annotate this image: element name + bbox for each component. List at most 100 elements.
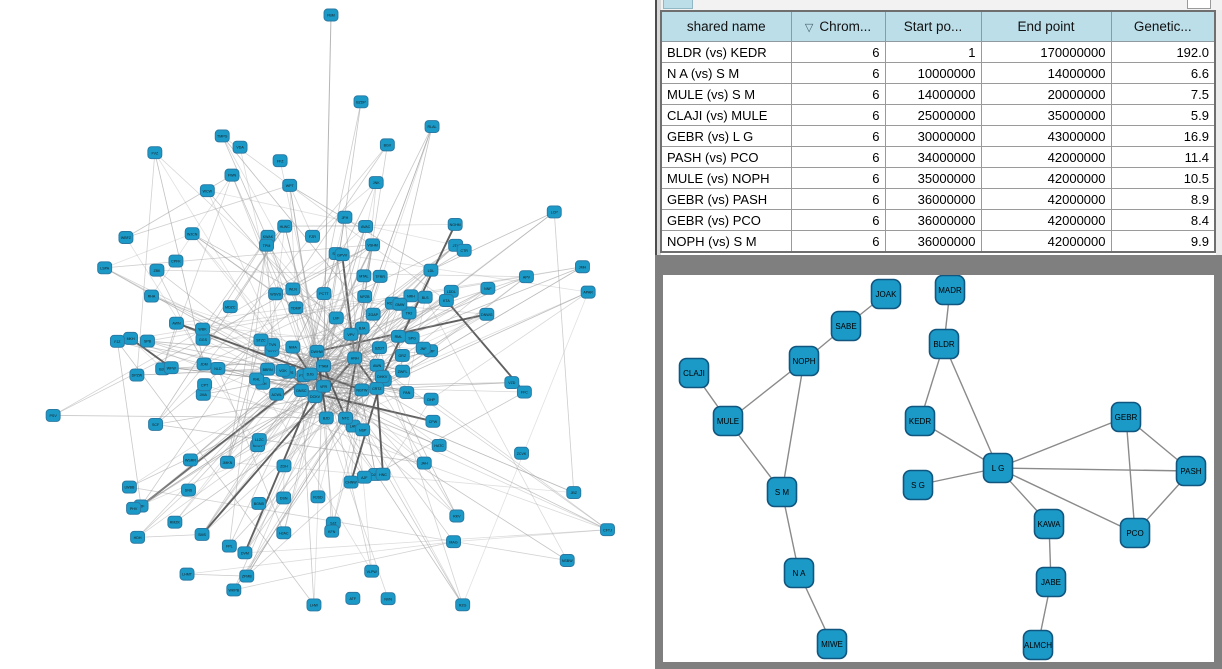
node-shape[interactable] <box>479 307 495 321</box>
network-node[interactable]: JNF <box>415 341 431 355</box>
network-node[interactable]: ZWFL <box>395 364 411 378</box>
network-node[interactable]: BGNB <box>251 496 267 510</box>
node-shape[interactable] <box>455 598 471 612</box>
network-node[interactable]: JAH <box>416 456 432 470</box>
network-node[interactable]: LSPA <box>97 261 113 275</box>
table-cell[interactable]: 6 <box>790 167 886 189</box>
table-cell[interactable]: 36000000 <box>884 209 982 231</box>
table-cell[interactable]: 43000000 <box>980 125 1112 147</box>
network-node[interactable]: LLZC <box>251 433 267 446</box>
table-cell[interactable]: 5.9 <box>1110 104 1216 126</box>
node-shape[interactable] <box>379 138 395 152</box>
node-shape[interactable] <box>816 628 848 660</box>
table-cell[interactable]: BLDR (vs) KEDR <box>660 41 792 63</box>
network-node[interactable]: RZG <box>455 598 471 612</box>
network-node[interactable]: FBM <box>323 8 339 22</box>
node-shape[interactable] <box>318 411 334 425</box>
network-node[interactable]: VFR <box>316 379 332 393</box>
node-shape[interactable] <box>1175 455 1207 487</box>
network-node[interactable]: VGK <box>275 363 291 377</box>
network-node[interactable]: VZD <box>504 376 520 390</box>
network-node[interactable]: TDMP <box>288 301 304 315</box>
network-node[interactable]: LWBB <box>121 480 137 494</box>
network-node[interactable]: ACWL <box>269 387 285 401</box>
table-cell[interactable]: 35000000 <box>884 167 982 189</box>
network-node[interactable]: PAN <box>399 386 415 400</box>
network-node[interactable]: LDL <box>423 263 439 277</box>
node-shape[interactable] <box>220 455 235 469</box>
table-cell[interactable]: 6.6 <box>1110 62 1216 84</box>
network-node[interactable]: ALMCH <box>1022 629 1054 661</box>
node-shape[interactable] <box>334 248 350 262</box>
node-shape[interactable] <box>902 469 934 501</box>
table-cell[interactable]: GEBR (vs) PASH <box>660 188 792 210</box>
node-shape[interactable] <box>316 379 332 393</box>
network-node[interactable]: SPG <box>404 331 420 345</box>
small-network-canvas[interactable]: JOAK MADR SABE BLDR NOPH CLAJI GEBR MULE KEDR L G… <box>663 275 1214 662</box>
node-shape[interactable] <box>169 316 184 330</box>
network-node[interactable]: TPM <box>259 238 274 252</box>
table-cell[interactable]: 34000000 <box>884 146 982 168</box>
network-node[interactable]: TMPG <box>214 129 230 143</box>
network-node[interactable]: CPW <box>425 414 441 428</box>
network-node[interactable]: JNK <box>368 176 384 190</box>
network-node[interactable]: AJF <box>356 470 372 484</box>
network-node[interactable]: DCKV <box>307 390 323 404</box>
table-cell[interactable]: 7.5 <box>1110 83 1216 105</box>
node-shape[interactable] <box>97 261 113 275</box>
node-shape[interactable] <box>194 528 210 541</box>
network-node[interactable]: S M <box>766 476 798 508</box>
network-node[interactable]: ZGAP <box>365 307 381 321</box>
node-shape[interactable] <box>355 423 371 437</box>
network-node[interactable]: RML <box>390 329 406 343</box>
node-shape[interactable] <box>222 300 238 314</box>
network-node[interactable]: RMZK <box>167 515 183 529</box>
node-shape[interactable] <box>45 408 61 422</box>
node-shape[interactable] <box>144 289 159 303</box>
node-shape[interactable] <box>239 569 255 583</box>
network-node[interactable]: VDA <box>232 140 248 154</box>
network-node[interactable]: NSBW <box>559 554 575 567</box>
table-cell[interactable]: 35000000 <box>980 104 1112 126</box>
network-node[interactable]: PCO <box>1119 517 1151 549</box>
node-shape[interactable] <box>392 297 408 311</box>
table-cell[interactable]: 8.9 <box>1110 188 1216 210</box>
node-shape[interactable] <box>307 390 323 404</box>
node-shape[interactable] <box>1022 629 1054 661</box>
table-cell[interactable]: 6 <box>790 146 886 168</box>
node-shape[interactable] <box>446 535 461 549</box>
node-shape[interactable] <box>214 129 230 143</box>
node-shape[interactable] <box>276 526 292 540</box>
table-row[interactable]: NOPH (vs) S M 6 36000000 42000000 9.9 <box>660 230 1216 253</box>
node-shape[interactable] <box>783 557 815 589</box>
node-shape[interactable] <box>358 219 374 233</box>
table-cell[interactable]: 16.9 <box>1110 125 1216 147</box>
network-node[interactable]: PSV <box>45 408 61 422</box>
network-node[interactable]: SNS <box>181 483 196 497</box>
node-shape[interactable] <box>425 414 441 428</box>
network-node[interactable]: VLPW <box>364 564 380 578</box>
table-cell[interactable]: 42000000 <box>980 230 1112 253</box>
node-shape[interactable] <box>251 496 267 510</box>
network-node[interactable]: GPVV <box>334 248 350 262</box>
network-node[interactable]: VPV <box>343 327 359 341</box>
table-cell[interactable]: 6 <box>790 104 886 126</box>
network-node[interactable]: WSRR <box>182 453 198 467</box>
main-network-panel[interactable]: FBMGJFACWLBJADKVSNNFRHASZDTCFHSWJFFZSPBN… <box>0 0 655 669</box>
network-node[interactable]: DVM <box>237 546 253 560</box>
node-shape[interactable] <box>118 231 134 244</box>
table-cell[interactable]: 11.4 <box>1110 146 1216 168</box>
network-node[interactable]: FPL <box>221 539 237 553</box>
node-shape[interactable] <box>259 238 274 252</box>
network-node[interactable]: WBFZ <box>118 231 134 244</box>
network-node[interactable]: AWN <box>169 316 184 330</box>
network-node[interactable]: BJD <box>318 411 334 425</box>
node-shape[interactable] <box>251 433 267 446</box>
network-node[interactable]: CPT <box>197 378 213 392</box>
network-node[interactable]: WCW <box>199 184 215 198</box>
table-row[interactable]: GEBR (vs) L G 6 30000000 43000000 16.9 <box>660 125 1216 147</box>
table-cell[interactable]: 20000000 <box>980 83 1112 105</box>
network-node[interactable]: JFH <box>337 210 353 224</box>
node-shape[interactable] <box>375 467 391 481</box>
network-node[interactable]: MULE <box>712 405 744 437</box>
